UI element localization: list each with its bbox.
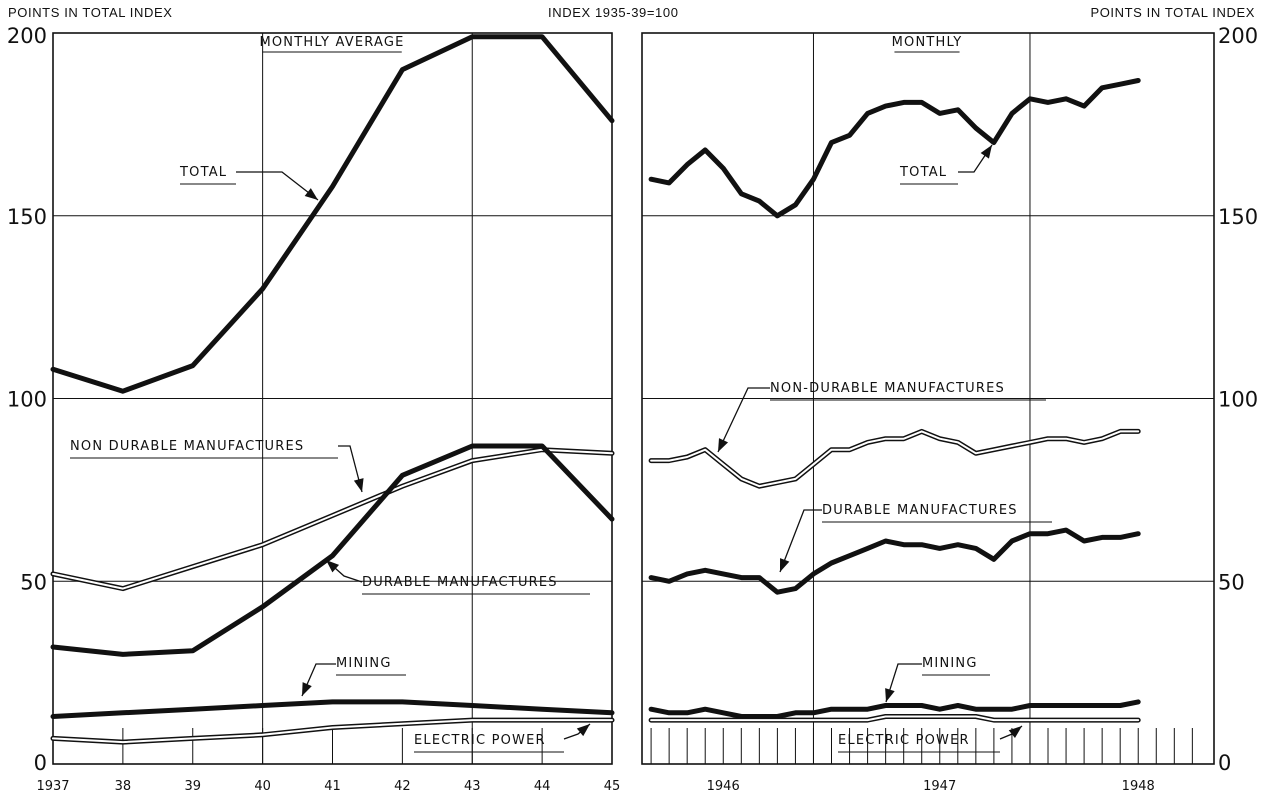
monthly-series-electric-power-label: ELECTRIC POWER <box>838 733 970 748</box>
monthly-series-durable-manufactures-arrowhead <box>780 558 790 572</box>
annual-x-tick-label: 44 <box>534 779 551 793</box>
annual-x-tick-label: 38 <box>115 779 132 793</box>
annual-series-durable-manufactures-label: DURABLE MANUFACTURES <box>362 575 558 590</box>
monthly-series-durable-manufactures-line <box>648 527 1141 595</box>
monthly-x-tick-label: 1947 <box>923 779 956 793</box>
monthly-y-tick-label: 0 <box>1218 751 1231 775</box>
right-axis-units-label: POINTS IN TOTAL INDEX <box>1090 5 1255 20</box>
monthly-y-tick-label: 50 <box>1218 570 1245 594</box>
monthly-series-non-durable-manufactures-label: NON-DURABLE MANUFACTURES <box>770 381 1005 396</box>
annual-series-total-line <box>50 34 615 394</box>
monthly-series-mining-line <box>648 699 1141 719</box>
annual-panel-title: MONTHLY AVERAGE <box>259 35 404 50</box>
annual-series-mining-line <box>50 699 615 719</box>
annual-x-tick-label: 41 <box>324 779 341 793</box>
annual-y-tick-label: 100 <box>7 388 47 412</box>
monthly-y-tick-label: 100 <box>1218 388 1258 412</box>
monthly-y-tick-label: 200 <box>1218 24 1258 48</box>
monthly-x-tick-label: 1946 <box>707 779 740 793</box>
monthly-panel-title: MONTHLY <box>892 35 963 50</box>
annual-series-non-durable-manufactures-label: NON DURABLE MANUFACTURES <box>70 439 304 454</box>
annual-series-durable-manufactures-arrowhead <box>326 560 340 573</box>
annual-y-tick-label: 50 <box>20 570 47 594</box>
monthly-series-mining-label: MINING <box>922 656 978 671</box>
monthly-chart-panel: 0 50 100 150 200 1946 1947 1948 MONTHLY TOTAL NON-… <box>641 24 1258 793</box>
annual-x-tick-label: 43 <box>464 779 481 793</box>
monthly-y-tick-label: 150 <box>1218 205 1258 229</box>
monthly-x-tick-label: 1948 <box>1122 779 1155 793</box>
monthly-series-durable-manufactures-leader-line <box>779 509 822 573</box>
monthly-series-non-durable-manufactures-leader-line <box>717 387 770 453</box>
annual-x-tick-label: 39 <box>184 779 201 793</box>
annual-x-tick-label: 1937 <box>36 779 69 793</box>
annual-series-total-arrowhead <box>304 188 318 200</box>
monthly-series-durable-manufactures-label: DURABLE MANUFACTURES <box>822 503 1018 518</box>
annual-series-total-label: TOTAL <box>179 165 227 180</box>
annual-y-tick-label: 150 <box>7 205 47 229</box>
annual-x-tick-label: 42 <box>394 779 411 793</box>
monthly-series-non-durable-manufactures-line-inner <box>650 430 1140 488</box>
annual-series-electric-power-line-inner <box>52 719 613 744</box>
annual-series-electric-power-arrowhead <box>576 724 590 737</box>
annual-series-electric-power-label: ELECTRIC POWER <box>414 733 546 748</box>
annual-series-durable-manufactures-line <box>50 443 615 657</box>
index-base-label: INDEX 1935-39=100 <box>548 5 679 20</box>
monthly-series-electric-power-line-inner <box>650 715 1140 722</box>
annual-x-tick-label: 40 <box>254 779 271 793</box>
monthly-series-non-durable-manufactures-arrowhead <box>718 438 729 452</box>
monthly-series-mining-leader-line <box>885 663 922 703</box>
annual-chart-panel: 0 50 100 150 200 1937 38 39 40 41 42 43 44 45 MONTHLY … <box>7 24 620 793</box>
left-axis-units-label: POINTS IN TOTAL INDEX <box>8 5 173 20</box>
monthly-series-mining-arrowhead <box>885 688 895 702</box>
monthly-series-total-arrowhead <box>980 145 992 159</box>
monthly-series-electric-power-arrowhead <box>1008 726 1022 739</box>
annual-y-tick-label: 0 <box>34 751 47 775</box>
annual-series-non-durable-manufactures-line-inner <box>52 448 613 590</box>
annual-series-mining-leader-line <box>301 663 336 697</box>
annual-series-non-durable-manufactures-leader-line <box>338 445 363 493</box>
annual-y-tick-label: 200 <box>7 24 47 48</box>
monthly-series-total-line <box>648 78 1141 219</box>
annual-x-tick-label: 45 <box>604 779 621 793</box>
annual-series-mining-label: MINING <box>336 656 392 671</box>
monthly-series-total-label: TOTAL <box>899 165 947 180</box>
annual-series-mining-arrowhead <box>302 682 312 696</box>
annual-series-non-durable-manufactures-arrowhead <box>353 478 364 492</box>
annual-series-total-leader-line <box>236 171 319 201</box>
